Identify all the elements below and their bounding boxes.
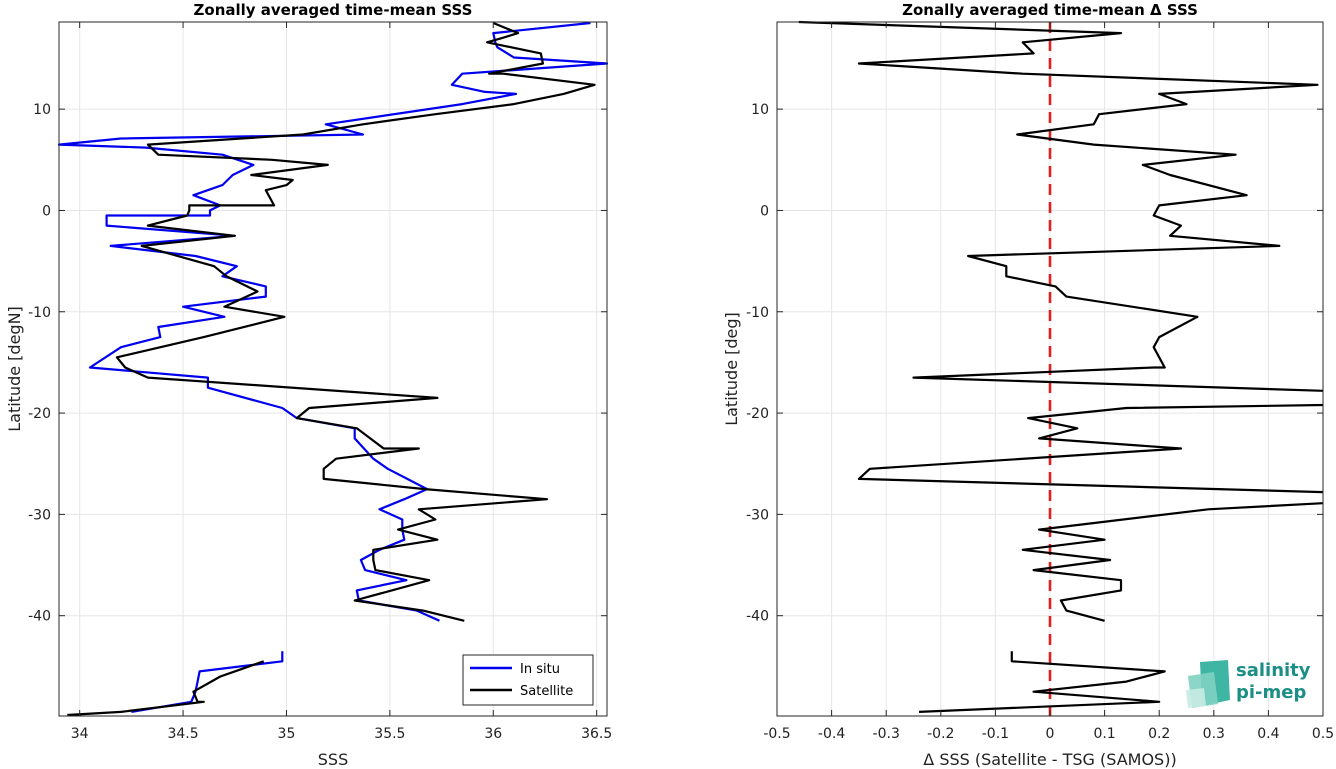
delta-xtick-label: 0.1: [1093, 726, 1115, 742]
series-delta-line: [1021, 502, 1324, 622]
sss-xtick-label: 36: [484, 726, 502, 742]
delta-xtick-label: -0.1: [982, 726, 1009, 742]
delta-y-axis-label: Latitude [deg]: [722, 312, 741, 426]
delta-xtick-label: 0.5: [1312, 726, 1334, 742]
delta-ytick-label: 0: [760, 203, 769, 219]
series-in-situ-line: [57, 21, 609, 622]
delta-ytick-label: 10: [751, 102, 769, 118]
legend-satellite-label: Satellite: [520, 684, 573, 699]
sss-ytick-label: 0: [42, 203, 51, 219]
delta-ytick-label: -40: [746, 609, 769, 625]
logo-line2: pi-mep: [1236, 682, 1306, 703]
legend: In situ Satellite: [462, 654, 594, 706]
sss-xtick-label: 36.5: [581, 726, 612, 742]
sss-axes-box: [58, 21, 608, 717]
sss-y-axis-label: Latitude [degN]: [5, 306, 24, 432]
legend-box: [462, 654, 594, 706]
delta-xtick-label: -0.3: [873, 726, 900, 742]
delta-xtick-label: -0.2: [927, 726, 954, 742]
sss-ytick-label: -10: [28, 305, 51, 321]
delta-x-axis-label: Δ SSS (Satellite - TSG (SAMOS)): [923, 750, 1176, 769]
sss-xtick-label: 35.5: [374, 726, 405, 742]
sss-xtick-label: 35: [278, 726, 296, 742]
delta-xtick-label: 0.4: [1257, 726, 1279, 742]
sss-ytick-label: -40: [28, 609, 51, 625]
delta-xtick-label: -0.5: [763, 726, 790, 742]
sss-panel: 34 34.5 35 35.5 36 36.5 -40 -30 -20 -10 0 10 Zonally…: [5, 1, 612, 769]
series-delta-line: [918, 651, 1166, 713]
series-delta-line: [857, 403, 1324, 494]
sss-ytick-label: 10: [33, 102, 51, 118]
legend-in-situ-label: In situ: [520, 662, 560, 677]
series-in-situ-line: [131, 651, 284, 713]
delta-chart-title: Zonally averaged time-mean Δ SSS: [902, 1, 1198, 19]
series-satellite-line: [115, 21, 596, 622]
delta-ytick-label: -10: [746, 305, 769, 321]
delta-xtick-label: 0.2: [1148, 726, 1170, 742]
sss-chart-title: Zonally averaged time-mean SSS: [194, 1, 473, 19]
delta-sss-panel: -0.5 -0.4 -0.3 -0.2 -0.1 0 0.1 0.2 0.3 0.4 0.5 -40 -…: [722, 1, 1334, 769]
sss-x-axis-label: SSS: [318, 750, 348, 769]
delta-xtick-label: -0.4: [818, 726, 845, 742]
sss-xtick-label: 34.5: [167, 726, 198, 742]
delta-xtick-label: 0: [1046, 726, 1055, 742]
delta-xtick-label: 0.3: [1203, 726, 1225, 742]
salinity-pi-mep-logo: salinity pi-mep: [1186, 660, 1311, 708]
sss-xtick-label: 34: [71, 726, 89, 742]
sss-ytick-label: -30: [28, 507, 51, 523]
series-satellite-line: [67, 660, 265, 717]
series-delta-line: [798, 20, 1324, 392]
logo-line1: salinity: [1236, 660, 1311, 681]
delta-ytick-label: -30: [746, 507, 769, 523]
sss-ytick-label: -20: [28, 406, 51, 422]
logo-mark-icon: [1186, 660, 1230, 708]
delta-ytick-label: -20: [746, 406, 769, 422]
